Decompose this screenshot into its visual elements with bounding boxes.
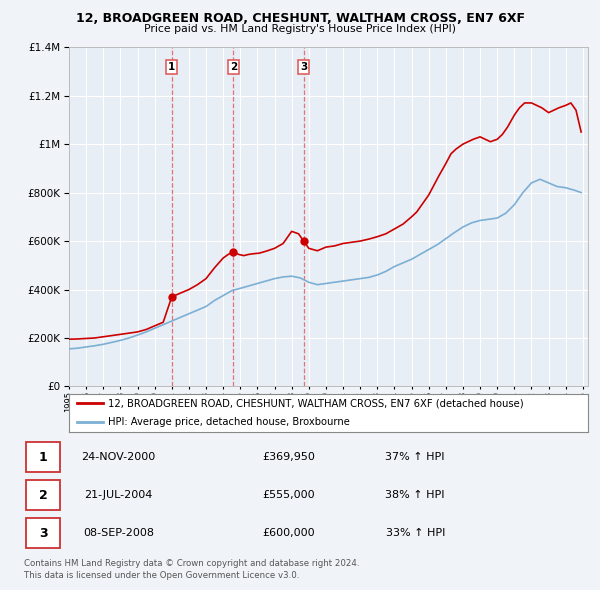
- Text: 33% ↑ HPI: 33% ↑ HPI: [386, 528, 445, 538]
- Text: Price paid vs. HM Land Registry's House Price Index (HPI): Price paid vs. HM Land Registry's House …: [144, 24, 456, 34]
- Text: 2: 2: [230, 61, 237, 71]
- Text: This data is licensed under the Open Government Licence v3.0.: This data is licensed under the Open Gov…: [24, 571, 299, 579]
- Text: 21-JUL-2004: 21-JUL-2004: [85, 490, 153, 500]
- Text: 37% ↑ HPI: 37% ↑ HPI: [385, 453, 445, 463]
- FancyBboxPatch shape: [26, 518, 60, 548]
- Text: £555,000: £555,000: [262, 490, 315, 500]
- Text: Contains HM Land Registry data © Crown copyright and database right 2024.: Contains HM Land Registry data © Crown c…: [24, 559, 359, 568]
- Text: 12, BROADGREEN ROAD, CHESHUNT, WALTHAM CROSS, EN7 6XF (detached house): 12, BROADGREEN ROAD, CHESHUNT, WALTHAM C…: [108, 398, 524, 408]
- Text: 1: 1: [168, 61, 175, 71]
- Text: 3: 3: [300, 61, 307, 71]
- Text: 12, BROADGREEN ROAD, CHESHUNT, WALTHAM CROSS, EN7 6XF: 12, BROADGREEN ROAD, CHESHUNT, WALTHAM C…: [76, 12, 524, 25]
- Text: £369,950: £369,950: [262, 453, 315, 463]
- Text: 38% ↑ HPI: 38% ↑ HPI: [385, 490, 445, 500]
- Text: HPI: Average price, detached house, Broxbourne: HPI: Average price, detached house, Brox…: [108, 417, 350, 427]
- FancyBboxPatch shape: [26, 480, 60, 510]
- Text: 2: 2: [39, 489, 47, 502]
- Text: 24-NOV-2000: 24-NOV-2000: [82, 453, 155, 463]
- Text: 3: 3: [39, 527, 47, 540]
- Text: £600,000: £600,000: [262, 528, 315, 538]
- Text: 08-SEP-2008: 08-SEP-2008: [83, 528, 154, 538]
- Text: 1: 1: [39, 451, 47, 464]
- FancyBboxPatch shape: [26, 442, 60, 472]
